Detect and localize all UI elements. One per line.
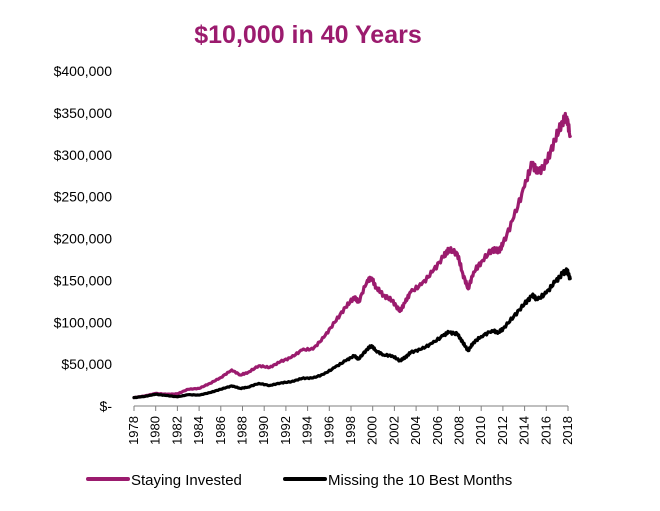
x-tick-label: 1998 [343,416,358,445]
x-tick-label: 2012 [495,416,510,445]
x-tick-label: 2014 [517,416,532,445]
x-tick-label: 1984 [191,416,206,445]
y-tick-label: $350,000 [54,105,113,121]
series-layer [132,111,572,400]
y-tick-label: $200,000 [54,231,113,247]
x-tick-label: 2000 [365,416,380,445]
series-line-staying-invested [132,111,572,400]
series-line-missing-best-months [132,267,572,400]
x-tick-label: 1996 [321,416,336,445]
x-tick-label: 1990 [256,416,271,445]
x-tick-label: 1978 [126,416,141,445]
x-tick-label: 2016 [538,416,553,445]
legend-label: Staying Invested [131,472,242,489]
x-tick-label: 2004 [408,416,423,445]
y-tick-label: $250,000 [54,189,113,205]
x-tick-label: 1992 [278,416,293,445]
x-tick-label: 1994 [300,416,315,445]
y-tick-label: $400,000 [54,63,113,79]
x-tick-label: 1986 [213,416,228,445]
legend-label: Missing the 10 Best Months [328,472,512,489]
legend: Staying Invested Missing the 10 Best Mont… [86,472,512,489]
y-axis: $- $50,000 $100,000 $150,000 $200,000 $250,00… [54,63,113,414]
x-tick-label: 2008 [452,416,467,445]
y-tick-label: $300,000 [54,147,113,163]
x-tick-label: 1982 [169,416,184,445]
x-tick-label: 1988 [235,416,250,445]
x-tick-label: 2002 [386,416,401,445]
chart-title: $10,000 in 40 Years [194,21,422,49]
x-tick-label: 1980 [148,416,163,445]
y-tick-label: $- [100,398,113,414]
y-tick-label: $100,000 [54,314,113,330]
x-tick-label: 2018 [560,416,575,445]
x-tick-label: 2010 [473,416,488,445]
x-axis: 1978 1980 1982 1984 1986 1988 1990 1992 1994 1996… [126,405,575,445]
x-tick-label: 2006 [430,416,445,445]
y-tick-label: $50,000 [61,356,112,372]
y-tick-label: $150,000 [54,272,113,288]
